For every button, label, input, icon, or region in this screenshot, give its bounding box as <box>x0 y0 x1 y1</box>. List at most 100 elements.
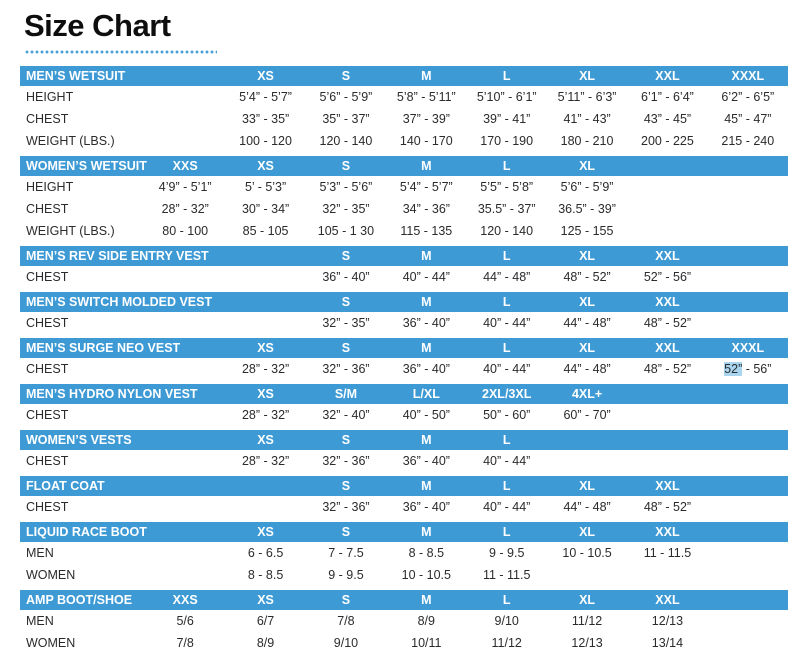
size-value-cell: 52” - 56” <box>724 362 772 376</box>
size-value-cell: 43” - 45” <box>643 112 692 126</box>
size-column-header: L <box>502 159 511 173</box>
size-table: AMP BOOT/SHOE XXS XS S M L XL XXL MEN 5/6 6/7 7/8 8/… <box>20 590 788 649</box>
size-value-cell: 48” - 52” <box>643 500 692 514</box>
size-column-header: 2XL/3XL <box>482 387 532 401</box>
table-row: CHEST 28” - 32” 32” - 36” 36” - 40” 40” - 44… <box>20 450 788 472</box>
row-label: CHEST <box>26 454 69 468</box>
size-column-header: L <box>502 593 511 607</box>
size-value-cell: 11 - 11.5 <box>482 568 531 582</box>
size-value-cell: 105 - 1 30 <box>317 224 375 238</box>
size-column-header: XS <box>257 341 274 355</box>
size-value-cell: 36” - 40” <box>402 500 450 514</box>
size-value-cell: 12/13 <box>651 614 684 628</box>
row-label: WEIGHT (LBS.) <box>26 134 115 148</box>
size-column-header: S <box>341 69 351 83</box>
size-value-cell: 5’8” - 5’11” <box>396 90 456 104</box>
table-title: MEN’S REV SIDE ENTRY VEST <box>26 249 209 263</box>
size-value-cell: 85 - 105 <box>242 224 289 238</box>
size-value-cell: 28” - 32” <box>241 408 290 422</box>
table-row: CHEST 28” - 32” 32” - 36” 36” - 40” 40” - 44… <box>20 358 788 380</box>
size-value-cell: 9 - 9.5 <box>488 546 525 560</box>
table-row: MEN 5/6 6/7 7/8 8/9 9/10 11/12 12/13 <box>20 610 788 632</box>
size-value-cell: 32” - 40” <box>322 408 370 422</box>
size-value-cell: 44” - 48” <box>563 500 611 514</box>
size-value-cell: 5/6 <box>176 614 194 628</box>
size-column-header: XXS <box>172 593 198 607</box>
table-header-bar: WOMEN’S VESTS XS S M L <box>20 430 788 450</box>
table-header-bar: LIQUID RACE BOOT XS S M L XL XXL <box>20 522 788 542</box>
size-column-header: XS <box>257 433 274 447</box>
size-column-header: S <box>341 159 351 173</box>
size-value-cell: 170 - 190 <box>480 134 534 148</box>
size-value-cell: 37” - 39” <box>402 112 450 126</box>
size-value-cell: 44” - 48” <box>483 270 531 284</box>
size-column-header: XXL <box>655 69 680 83</box>
size-column-header: S <box>341 249 351 263</box>
size-value-cell: 11 - 11.5 <box>643 546 692 560</box>
table-header-bar: WOMEN’S WETSUIT XXS XS S M L XL <box>20 156 788 176</box>
size-column-header: L <box>502 341 511 355</box>
size-value-cell: 32” - 36” <box>322 500 370 514</box>
size-value-cell: 44” - 48” <box>563 362 611 376</box>
size-value-cell: 4’9” - 5’1” <box>158 180 212 194</box>
size-value-cell: 5’ - 5’3” <box>244 180 287 194</box>
size-value-cell: 32” - 36” <box>322 362 370 376</box>
size-value-cell: 180 - 210 <box>560 134 614 148</box>
row-label: CHEST <box>26 362 69 376</box>
size-column-header: XL <box>579 479 596 493</box>
size-column-header: M <box>421 479 432 493</box>
size-column-header: XXL <box>655 249 680 263</box>
size-column-header: XL <box>579 295 596 309</box>
row-label: MEN <box>26 614 54 628</box>
table-row: CHEST 32” - 36” 36” - 40” 40” - 44” 44” - 48… <box>20 496 788 518</box>
size-value-cell: 140 - 170 <box>399 134 453 148</box>
size-value-cell: 5’11” - 6’3” <box>557 90 617 104</box>
size-column-header: L <box>502 525 511 539</box>
size-column-header: XXL <box>655 295 680 309</box>
size-column-header: M <box>421 525 432 539</box>
size-value-cell: 35.5” - 37” <box>477 202 536 216</box>
size-value-cell: 44” - 48” <box>563 316 611 330</box>
size-column-header: XL <box>579 249 596 263</box>
highlighted-text: 52” <box>724 362 743 376</box>
table-row: CHEST 28” - 32” 30” - 34” 32” - 35” 34” - 36… <box>20 198 788 220</box>
size-value-cell: 5’3” - 5’6” <box>319 180 373 194</box>
size-value-cell: 35” - 37” <box>322 112 370 126</box>
table-row: HEIGHT 4’9” - 5’1” 5’ - 5’3” 5’3” - 5’6” 5’4… <box>20 176 788 198</box>
size-value-cell: 6’2” - 6’5” <box>721 90 775 104</box>
size-value-cell: 40” - 44” <box>483 454 531 468</box>
size-value-cell: 60” - 70” <box>563 408 611 422</box>
row-label: WEIGHT (LBS.) <box>26 224 115 238</box>
size-column-header: S <box>341 479 351 493</box>
table-row: CHEST 32” - 35” 36” - 40” 40” - 44” 44” - 48… <box>20 312 788 334</box>
size-value-cell: 80 - 100 <box>162 224 209 238</box>
table-title: WOMEN’S VESTS <box>26 433 132 447</box>
size-column-header: XXS <box>172 159 198 173</box>
row-label: HEIGHT <box>26 90 74 104</box>
table-title: AMP BOOT/SHOE <box>26 593 133 607</box>
size-value-cell: 125 - 155 <box>560 224 614 238</box>
table-title: WOMEN’S WETSUIT <box>26 159 147 173</box>
row-label: CHEST <box>26 500 69 514</box>
table-header-bar: MEN’S WETSUIT XS S M L XL XXL XXXL <box>20 66 788 86</box>
size-column-header: XS <box>257 593 274 607</box>
row-label: CHEST <box>26 112 69 126</box>
size-column-header: XXL <box>655 341 680 355</box>
table-row: HEIGHT 5’4” - 5’7” 5’6” - 5’9” 5’8” - 5’11”… <box>20 86 788 108</box>
size-column-header: S <box>341 341 351 355</box>
size-table: FLOAT COAT S M L XL XXL CHEST 32” - 36” 36” - 40… <box>20 476 788 518</box>
table-title: MEN’S SWITCH MOLDED VEST <box>26 295 213 309</box>
size-value-cell: 40” - 44” <box>483 500 531 514</box>
size-column-header: XL <box>579 69 596 83</box>
size-column-header: XL <box>579 159 596 173</box>
size-column-header: M <box>421 295 432 309</box>
size-table: MEN’S WETSUIT XS S M L XL XXL XXXL HEIGHT 5’4” - … <box>20 66 788 152</box>
size-column-header: S <box>341 593 351 607</box>
row-label: MEN <box>26 546 54 560</box>
size-value-cell: 9/10 <box>333 636 359 649</box>
size-column-header: M <box>421 159 432 173</box>
size-column-header: M <box>421 69 432 83</box>
size-column-header: L <box>502 295 511 309</box>
size-table: MEN’S REV SIDE ENTRY VEST S M L XL XXL CHEST 36… <box>20 246 788 288</box>
